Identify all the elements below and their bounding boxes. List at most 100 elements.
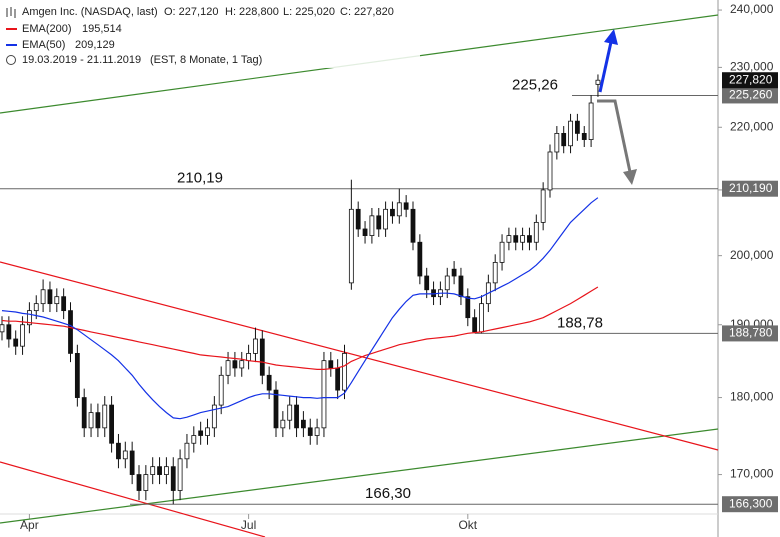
header-bg (0, 0, 420, 68)
candle-body (198, 430, 204, 436)
low-value: L: 225,020 (283, 6, 335, 18)
candle-body (287, 404, 293, 421)
arrow-up (598, 41, 613, 93)
candle-body (410, 208, 416, 243)
candle-body (575, 120, 580, 134)
last-price-tag (722, 72, 778, 89)
candle-body (143, 474, 149, 491)
candle-body (472, 317, 478, 333)
header: Amgen Inc. (NASDAQ, last) O: 227,120 H: … (0, 0, 420, 68)
candle-body (273, 389, 279, 429)
candle-body (54, 296, 60, 305)
foreground-layer: 225,260 210,190 188,780 166,300 227,820 (597, 29, 778, 513)
candle-body (403, 202, 409, 210)
price-tag (722, 180, 778, 197)
candle-body (218, 374, 224, 406)
legend-label: EMA(200) (22, 23, 72, 35)
candle-body (540, 189, 546, 223)
price-tag (722, 325, 778, 342)
candle-body (81, 397, 87, 429)
candle-body (547, 151, 553, 191)
y-tick-label: 180,000 (730, 390, 774, 404)
y-tick-label: 200,000 (730, 248, 774, 262)
candle-body (568, 120, 573, 147)
legend-label: EMA(50) (22, 39, 65, 51)
candle-body (95, 412, 101, 429)
candle-body (68, 310, 73, 354)
candle-body (520, 235, 525, 243)
price-tag-label: 225,260 (729, 88, 773, 102)
trend-line (0, 261, 719, 451)
candle-body (136, 474, 142, 491)
candle-body (417, 241, 423, 277)
y-tick-label: 230,000 (730, 60, 774, 74)
candle-body (129, 450, 135, 475)
candle-body (253, 338, 258, 354)
candle-body (465, 296, 471, 319)
arrow-head (604, 29, 618, 45)
candle-body (33, 303, 39, 312)
candle-body (533, 221, 539, 243)
candle-body (205, 427, 210, 436)
candle-body (588, 102, 594, 140)
candle-body (239, 360, 245, 369)
candle-body (280, 419, 286, 429)
candle-body (6, 324, 12, 340)
candle-body (300, 419, 306, 429)
arrow-head (623, 169, 637, 185)
price-tag-label: 210,190 (729, 181, 773, 195)
price-tag-label: 166,300 (729, 496, 773, 510)
legend-value: 209,129 (75, 39, 115, 51)
candle-body (513, 235, 519, 243)
arrow-down (597, 99, 632, 173)
candle-body (314, 427, 320, 436)
level-label: 166,30 (365, 485, 411, 502)
legend-value: 195,514 (82, 23, 122, 35)
y-tick-label: 220,000 (730, 119, 774, 133)
x-tick-label: Jul (241, 518, 256, 532)
ema-line (1, 197, 599, 420)
candle-body (506, 235, 512, 243)
candle-body (451, 268, 457, 277)
candle-body (246, 353, 252, 362)
x-tick-label: Okt (458, 518, 477, 532)
candle-body (328, 360, 334, 369)
candle-body (390, 208, 395, 217)
candle-body (47, 289, 53, 305)
candle-body (294, 404, 299, 429)
level-label: 188,78 (557, 314, 603, 331)
candle-body (88, 412, 94, 429)
candle-body (492, 262, 498, 284)
candle-body (348, 208, 354, 284)
trend-line (0, 461, 266, 537)
candle-body (122, 450, 128, 460)
candle-body (581, 133, 587, 140)
clock-icon (6, 55, 16, 65)
open-value: O: 227,120 (164, 6, 218, 18)
candle-body (561, 133, 567, 147)
candle-body (61, 296, 67, 312)
candle-body (225, 360, 231, 376)
candle-body (266, 374, 272, 391)
candle-body (527, 235, 532, 243)
candle-body (109, 404, 114, 444)
candle-body (177, 458, 183, 491)
candle-body (170, 466, 176, 491)
date-range: 19.03.2019 - 21.11.2019 (22, 54, 141, 66)
candle-body (211, 404, 217, 429)
candle-body (13, 338, 19, 347)
candle-body (20, 324, 25, 347)
candle-body (191, 435, 197, 444)
candle-body (383, 208, 389, 230)
candle-body (307, 427, 313, 436)
candle-body (26, 310, 32, 326)
candle-body (342, 353, 347, 391)
candle-body (163, 466, 169, 475)
candle-body (444, 275, 450, 291)
candle-body (335, 367, 341, 391)
candle-body (396, 202, 402, 217)
close-value: C: 227,820 (340, 6, 394, 18)
price-tag-label: 188,780 (729, 326, 773, 340)
